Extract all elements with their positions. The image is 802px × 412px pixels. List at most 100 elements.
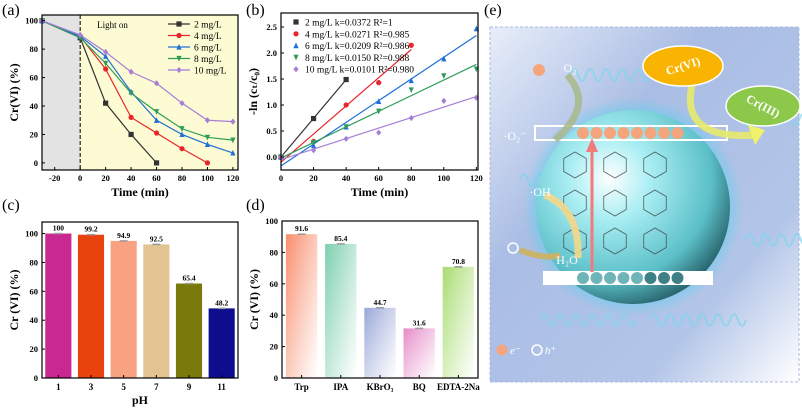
- data-point: [230, 118, 236, 125]
- y-tick-label: 40: [30, 101, 39, 111]
- bar-7: [143, 244, 170, 378]
- data-point: [103, 48, 109, 56]
- hole-dot: [631, 272, 643, 284]
- light-on-annotation: Light on: [97, 20, 128, 30]
- legend-label: 4 mg/L k=0.0271 R²=0.985: [305, 30, 410, 40]
- molecular-ring: [603, 189, 627, 217]
- x-tick-label: 80: [407, 173, 416, 183]
- data-point: [204, 134, 211, 141]
- x-tick-label: Trp: [294, 382, 308, 392]
- electron-dot: [617, 127, 630, 139]
- data-point: [204, 141, 211, 148]
- legend-marker: [293, 31, 299, 37]
- water-oxidation-arrow: [543, 191, 582, 259]
- plot-frame: [41, 14, 239, 171]
- data-point: [153, 117, 160, 123]
- hole-dot: [590, 272, 603, 284]
- y-tick-label: 20: [30, 129, 39, 139]
- x-tick-label: 100: [201, 173, 214, 183]
- data-point: [153, 160, 160, 166]
- bar-value-label: 92.5: [150, 234, 163, 243]
- series-line-6mgL: [41, 20, 234, 154]
- y-tick-label: 80: [270, 247, 279, 257]
- x-tick-label: IPA: [333, 382, 348, 392]
- plot-frame: [41, 221, 239, 379]
- bar-value-label: 94.9: [117, 231, 130, 240]
- data-point: [376, 98, 382, 104]
- x-tick-label: 11: [217, 382, 226, 392]
- bar-KBrO₃: [364, 307, 396, 378]
- x-tick-label: 7: [154, 382, 159, 392]
- hole-legend-icon: [531, 344, 543, 356]
- molecular-ring: [603, 151, 627, 179]
- panel-label: (a): [2, 2, 20, 19]
- y-tick-label: 0: [34, 373, 38, 383]
- y-tick-label: 1.5: [266, 74, 277, 84]
- cr6-cloud: [642, 45, 724, 87]
- bar-value-label: 91.6: [295, 224, 308, 233]
- bar-IPA: [325, 243, 357, 378]
- electron-dot: [658, 127, 670, 139]
- bar-value-label: 48.2: [215, 298, 228, 307]
- excitation-arrowhead-icon: [586, 138, 598, 152]
- data-point: [310, 115, 317, 122]
- y-tick-label: 1.0: [266, 100, 277, 110]
- chart-panel-2: [41, 221, 239, 379]
- photocatalyst-sphere: [536, 110, 730, 304]
- data-point: [103, 53, 109, 59]
- legend-marker: [176, 66, 182, 74]
- y-tick-label: 2.0: [266, 48, 277, 58]
- bar-5: [110, 240, 137, 378]
- legend-label: 8 mg/L: [194, 55, 222, 65]
- o2-reduction-arrow: [552, 72, 583, 143]
- electron-legend-icon: [496, 344, 508, 356]
- bar-value-label: 44.7: [373, 298, 386, 307]
- data-point: [310, 139, 317, 146]
- y-tick-label: 40: [30, 315, 39, 325]
- hole-legend-label: h⁺: [545, 345, 557, 357]
- x-tick-label: 120: [470, 173, 483, 183]
- data-point: [441, 73, 447, 80]
- data-point: [230, 137, 236, 144]
- legend-marker: [293, 54, 299, 61]
- fit-line: [280, 96, 477, 161]
- chart-panel-3: [281, 220, 479, 379]
- data-point: [473, 94, 479, 101]
- x-tick-label: 5: [121, 382, 126, 392]
- hole-dot: [577, 272, 589, 284]
- hydroxyl-label: ·OH: [529, 185, 551, 199]
- bar-11: [208, 308, 235, 378]
- bar-value-label: 70.8: [452, 257, 465, 266]
- data-point: [408, 87, 414, 94]
- y-tick-label: 60: [270, 279, 279, 289]
- molecular-ring: [563, 189, 587, 217]
- y-tick-label: 80: [30, 257, 39, 267]
- cr-reduction-arrow: [687, 84, 756, 139]
- data-point: [376, 129, 382, 136]
- data-point: [179, 126, 185, 132]
- bar-value-label: 65.4: [182, 274, 195, 283]
- data-point: [128, 90, 134, 97]
- data-point: [230, 149, 236, 156]
- data-point: [128, 68, 134, 75]
- y-tick-label: 40: [270, 310, 279, 320]
- bar-BQ: [403, 328, 435, 378]
- y-tick-label: 20: [30, 344, 39, 354]
- data-point: [441, 55, 447, 62]
- y-tick-label: 20: [270, 342, 279, 352]
- y-axis-title: -ln (cₜ/c₀): [246, 68, 260, 115]
- y-tick-label: 2.5: [266, 22, 277, 32]
- legend-label: 10 mg/L: [194, 67, 227, 77]
- molecular-ring: [643, 189, 667, 217]
- x-tick-label: 40: [342, 173, 351, 183]
- electron-dot: [590, 127, 603, 139]
- legend-label: 6 mg/L: [194, 44, 222, 54]
- data-point: [376, 80, 382, 86]
- x-tick-label: 1: [56, 382, 61, 392]
- molecular-ring: [563, 151, 587, 179]
- superoxide-label: ·O₂⁻: [503, 129, 526, 143]
- legend-marker: [176, 32, 182, 39]
- data-point: [179, 100, 185, 107]
- y-axis-title: Cr (VI) (%): [7, 269, 21, 330]
